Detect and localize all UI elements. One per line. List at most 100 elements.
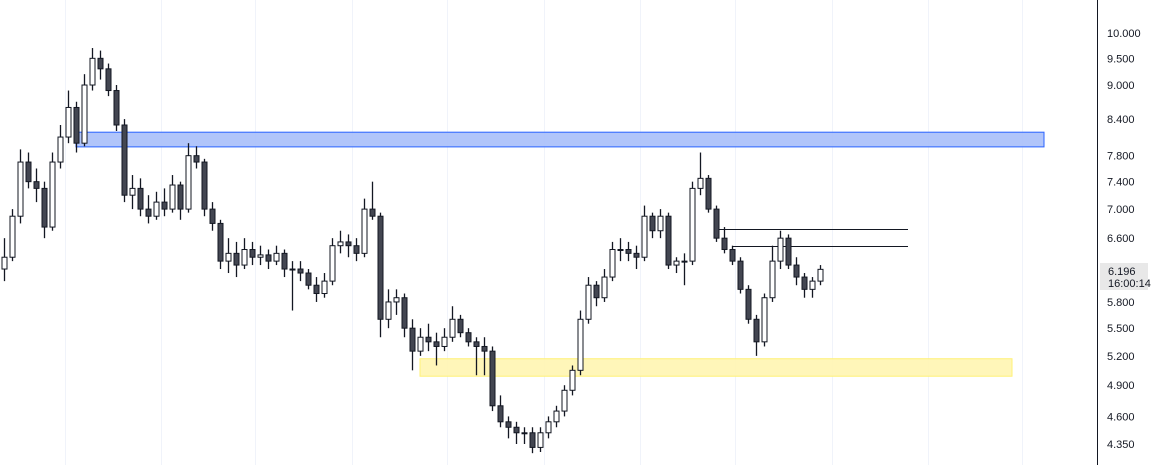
- candle-body-down: [633, 252, 640, 258]
- candle: [65, 90, 72, 144]
- candle: [297, 261, 304, 282]
- price-tick-label: 5.800: [1107, 297, 1135, 309]
- candle: [153, 191, 160, 220]
- price-tick-label: 9.500: [1107, 53, 1135, 65]
- candle: [17, 149, 24, 224]
- candle: [521, 427, 528, 444]
- candle: [193, 146, 200, 169]
- candle: [545, 416, 552, 439]
- candle-body-down: [73, 106, 80, 144]
- candle: [793, 257, 800, 286]
- candle-body-up: [185, 155, 192, 210]
- candle: [409, 319, 416, 371]
- candle: [217, 219, 224, 270]
- candle-body-down: [113, 90, 120, 126]
- candle-body-up: [321, 280, 328, 295]
- candle: [777, 230, 784, 270]
- candle: [633, 245, 640, 270]
- candle-body-up: [49, 161, 56, 228]
- candle-body-up: [153, 201, 160, 217]
- candle: [241, 238, 248, 270]
- candle-body-up: [577, 318, 584, 371]
- candle-body-up: [537, 432, 544, 448]
- support-zone: [419, 358, 1013, 377]
- candle: [401, 293, 408, 338]
- candle: [393, 289, 400, 315]
- candle-body-up: [561, 389, 568, 412]
- candle-body-down: [401, 297, 408, 329]
- candle: [425, 323, 432, 352]
- candle-body-down: [265, 254, 272, 262]
- candle: [553, 405, 560, 428]
- candle: [329, 238, 336, 286]
- candle: [809, 277, 816, 298]
- candle: [361, 198, 368, 258]
- last-price-value: 6.196: [1108, 266, 1136, 278]
- candle: [9, 209, 16, 262]
- horizontal-levels: [716, 229, 908, 247]
- candle-body-up: [809, 280, 816, 290]
- candle: [769, 245, 776, 302]
- candle-body-down: [297, 268, 304, 274]
- candle-body-up: [225, 252, 232, 262]
- candle-body-up: [17, 161, 24, 217]
- candle-body-down: [649, 215, 656, 232]
- candle: [49, 152, 56, 231]
- price-tick-label: 7.400: [1107, 177, 1135, 189]
- candle-body-up: [601, 276, 608, 299]
- candle-body-up: [385, 301, 392, 320]
- candle: [721, 227, 728, 254]
- candle: [377, 212, 384, 338]
- candle-body-down: [209, 208, 216, 224]
- candle: [209, 202, 216, 231]
- candle-body-down: [121, 124, 128, 196]
- candle-body-up: [657, 215, 664, 232]
- candle-body-up: [697, 177, 704, 189]
- candle: [705, 175, 712, 213]
- candle: [513, 421, 520, 444]
- candle-body-up: [81, 84, 88, 144]
- candle-body-up: [57, 136, 64, 163]
- candle: [681, 253, 688, 286]
- candle-body-down: [737, 260, 744, 290]
- price-tick-label: 4.350: [1107, 439, 1135, 451]
- candle-body-down: [161, 201, 168, 210]
- candles: [1, 48, 824, 454]
- candle: [785, 234, 792, 270]
- candle-body-up: [769, 260, 776, 299]
- resistance-zone: [75, 131, 1045, 148]
- candle-body-down: [201, 161, 208, 210]
- candle-body-up: [681, 260, 688, 263]
- candle-body-up: [585, 284, 592, 320]
- candle: [417, 328, 424, 356]
- candle-body-down: [233, 252, 240, 266]
- candle-body-down: [705, 177, 712, 210]
- candle: [81, 74, 88, 147]
- candle-body-down: [721, 237, 728, 251]
- candle-body-down: [497, 405, 504, 423]
- candle: [761, 293, 768, 347]
- candle-body-up: [257, 254, 264, 258]
- candle: [97, 50, 104, 80]
- price-tick-label: 4.600: [1107, 411, 1135, 423]
- candle-body-up: [129, 187, 136, 196]
- candle-body-down: [177, 184, 184, 210]
- price-tick-label: 6.600: [1107, 233, 1135, 245]
- price-tick-label: 9.000: [1107, 80, 1135, 92]
- candle-body-down: [97, 57, 104, 70]
- candle: [121, 119, 128, 203]
- candle-body-down: [353, 245, 360, 254]
- candle-body-up: [817, 268, 824, 282]
- candle-body-down: [801, 276, 808, 290]
- candle-body-down: [729, 249, 736, 262]
- candle: [113, 85, 120, 131]
- candle: [73, 101, 80, 153]
- candle: [609, 241, 616, 282]
- candle: [281, 249, 288, 278]
- price-axis[interactable]: 10.000 9.500 9.000 8.400 7.800 7.400 7.000 6.60…: [1107, 28, 1141, 451]
- candle-body-up: [169, 184, 176, 210]
- candle-body-up: [289, 268, 296, 271]
- candle: [697, 152, 704, 196]
- price-tick-label: 8.400: [1107, 114, 1135, 126]
